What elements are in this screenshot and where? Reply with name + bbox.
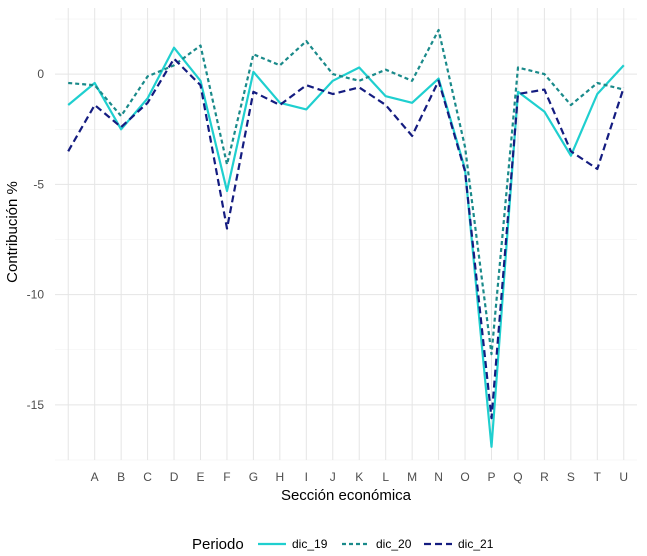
- y-tick-label: -15: [27, 398, 45, 412]
- x-tick-label: C: [143, 470, 152, 484]
- legend-label-dic-19: dic_19: [292, 537, 328, 551]
- y-tick-label: -5: [33, 177, 44, 191]
- x-tick-label: F: [223, 470, 230, 484]
- x-tick-label: D: [170, 470, 179, 484]
- x-tick-label: H: [276, 470, 285, 484]
- x-tick-label: R: [540, 470, 549, 484]
- y-axis-ticks: 0 -5 -10 -15: [27, 67, 45, 412]
- x-tick-label: A: [91, 470, 99, 484]
- x-tick-label: L: [382, 470, 389, 484]
- series-lines: [67, 28, 625, 448]
- x-tick-label: T: [594, 470, 602, 484]
- series-line-dic-21: [67, 57, 625, 420]
- x-tick-label: Q: [513, 470, 522, 484]
- legend: Periodo dic_19 dic_20 dic_21: [192, 536, 494, 553]
- x-tick-label: E: [196, 470, 204, 484]
- legend-label-dic-21: dic_21: [458, 537, 494, 551]
- x-axis-label: Sección económica: [281, 487, 412, 504]
- y-tick-label: -10: [27, 288, 45, 302]
- x-tick-label: N: [434, 470, 443, 484]
- legend-title: Periodo: [192, 536, 244, 553]
- grid: [55, 8, 637, 461]
- x-tick-label: U: [619, 470, 628, 484]
- x-tick-label: K: [355, 470, 363, 484]
- x-tick-label: J: [330, 470, 336, 484]
- series-line-dic-19: [67, 46, 625, 448]
- x-tick-label: B: [117, 470, 125, 484]
- x-tick-label: I: [305, 470, 308, 484]
- y-axis-label: Contribución %: [4, 181, 21, 283]
- x-tick-label: P: [487, 470, 495, 484]
- legend-label-dic-20: dic_20: [376, 537, 412, 551]
- series-line-dic-20: [68, 28, 625, 356]
- y-tick-label: 0: [37, 67, 44, 81]
- x-tick-label: S: [567, 470, 575, 484]
- x-axis-ticks: A B C D E F G H I J K L M N O P Q R S T U: [91, 470, 628, 484]
- x-tick-label: O: [460, 470, 469, 484]
- x-tick-label: M: [407, 470, 417, 484]
- x-tick-label: G: [249, 470, 258, 484]
